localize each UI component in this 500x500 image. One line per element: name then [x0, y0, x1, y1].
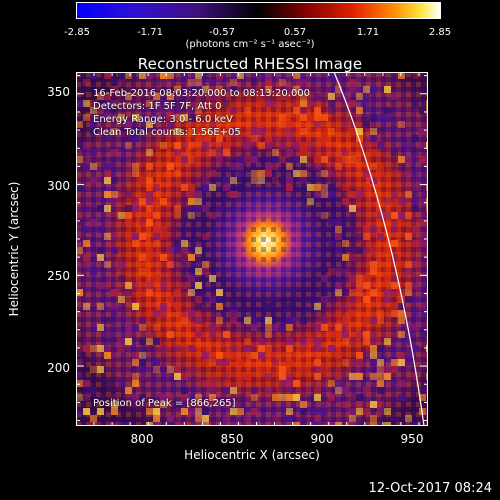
time-range-annotation: 16-Feb-2016 08:03:20.000 to 08:13:20.000	[93, 88, 311, 99]
energy-range-annotation: Energy Range: 3.0 - 6.0 keV	[93, 114, 233, 125]
solar-limb-line	[333, 72, 425, 426]
rhessi-image-plot	[76, 72, 428, 426]
colorbar-tick: 2.85	[428, 27, 452, 38]
y-axis-label: Heliocentric Y (arcsec)	[7, 181, 21, 317]
y-tick-label: 350	[47, 85, 70, 99]
peak-position-annotation: Position of Peak = [866,265]	[93, 398, 236, 409]
colorbar-tick: -0.57	[209, 27, 235, 38]
y-tick-label: 250	[47, 269, 70, 283]
y-tick-label: 300	[47, 179, 70, 193]
y-tick-label: 200	[47, 361, 70, 375]
detectors-annotation: Detectors: 1F 5F 7F, Att 0	[93, 101, 222, 112]
x-tick-label: 900	[310, 432, 334, 446]
x-tick-label: 800	[130, 432, 154, 446]
clean-counts-annotation: Clean Total counts: 1.56E+05	[93, 127, 241, 138]
colorbar-tick: 1.71	[356, 27, 380, 38]
x-tick-label: 950	[400, 432, 424, 446]
colorbar-unit-label: (photons cm⁻² s⁻¹ asec⁻²)	[185, 39, 315, 50]
colorbar-tick: -2.85	[64, 27, 90, 38]
colorbar-tick: 0.57	[283, 27, 307, 38]
colorbar	[76, 2, 441, 19]
generation-date: 12-Oct-2017 08:24	[368, 481, 492, 496]
colorbar-tick: -1.71	[137, 27, 163, 38]
x-axis-label: Heliocentric X (arcsec)	[184, 448, 320, 462]
x-tick-label: 850	[220, 432, 244, 446]
image-title: Reconstructed RHESSI Image	[137, 55, 363, 73]
